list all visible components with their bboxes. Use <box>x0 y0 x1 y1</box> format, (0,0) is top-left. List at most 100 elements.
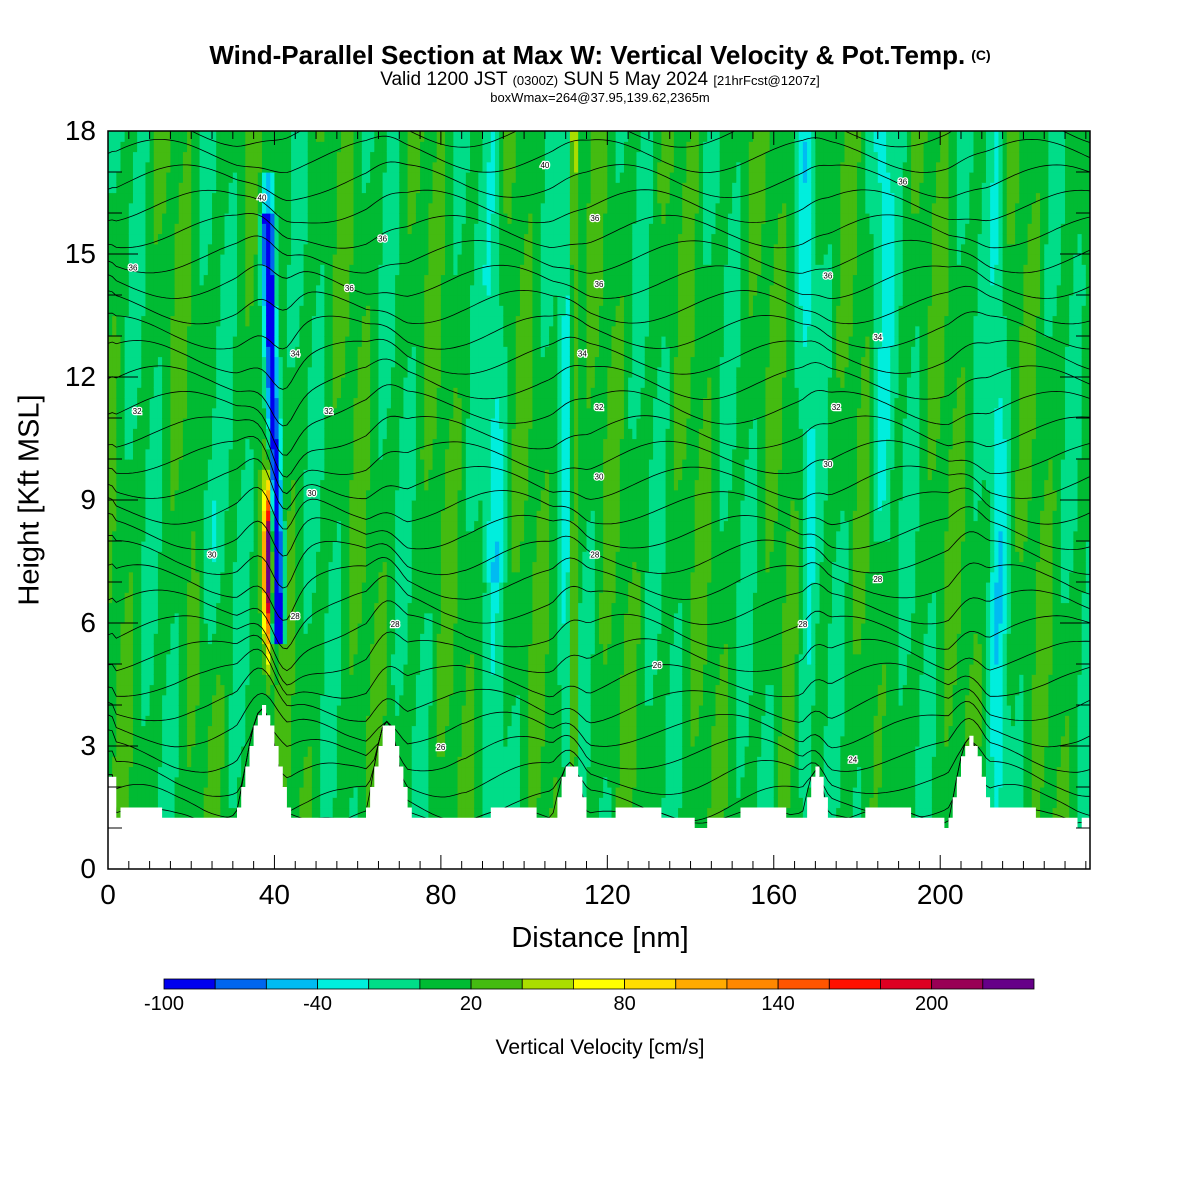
velocity-cell <box>216 469 221 481</box>
velocity-cell <box>270 541 276 552</box>
velocity-cell <box>357 182 363 194</box>
velocity-cell <box>291 254 296 265</box>
velocity-cell <box>141 377 147 388</box>
velocity-cell <box>220 756 226 768</box>
velocity-cell <box>345 797 350 809</box>
velocity-cell <box>390 582 396 593</box>
velocity-cell <box>124 705 130 716</box>
velocity-cell <box>120 213 126 224</box>
velocity-cell <box>212 407 217 419</box>
velocity-cell <box>249 571 255 583</box>
velocity-cell <box>253 459 259 470</box>
velocity-cell <box>220 664 226 675</box>
velocity-cell <box>220 397 226 409</box>
velocity-cell <box>320 674 325 686</box>
velocity-cell <box>295 213 301 224</box>
velocity-cell <box>328 715 334 727</box>
velocity-cell <box>278 756 284 768</box>
velocity-cell <box>382 274 388 286</box>
velocity-cell <box>178 336 184 347</box>
velocity-cell <box>316 243 321 255</box>
velocity-cell <box>232 592 238 604</box>
velocity-cell <box>316 766 321 778</box>
velocity-cell <box>341 500 346 511</box>
velocity-cell <box>370 336 375 347</box>
velocity-cell <box>266 202 271 214</box>
velocity-cell <box>261 418 267 429</box>
velocity-cell <box>191 254 196 265</box>
velocity-cell <box>178 684 184 696</box>
velocity-cell <box>220 274 226 286</box>
velocity-cell <box>266 643 271 655</box>
velocity-cell <box>141 735 147 747</box>
velocity-cell <box>257 489 263 501</box>
velocity-cell <box>149 797 155 809</box>
velocity-cell <box>228 438 234 450</box>
velocity-cell <box>241 407 246 419</box>
velocity-cell <box>249 520 255 532</box>
velocity-cell <box>353 725 359 737</box>
velocity-cell <box>320 756 325 768</box>
velocity-cell <box>253 510 259 522</box>
velocity-cell <box>170 356 176 368</box>
velocity-cell <box>249 213 255 224</box>
velocity-cell <box>220 213 226 224</box>
velocity-cell <box>116 459 122 470</box>
velocity-cell <box>291 633 296 645</box>
velocity-cell <box>128 284 134 296</box>
velocity-cell <box>282 776 288 788</box>
velocity-cell <box>166 715 172 727</box>
velocity-cell <box>245 356 251 368</box>
velocity-cell <box>191 633 196 645</box>
velocity-cell <box>382 377 388 388</box>
velocity-cell <box>170 315 176 327</box>
velocity-cell <box>116 182 122 194</box>
velocity-cell <box>291 141 296 153</box>
velocity-cell <box>120 438 126 450</box>
velocity-cell <box>382 213 388 224</box>
velocity-cell <box>370 448 375 460</box>
velocity-cell <box>207 172 213 183</box>
velocity-cell <box>245 305 251 317</box>
velocity-cell <box>253 346 259 358</box>
velocity-cell <box>124 633 130 645</box>
velocity-cell <box>307 141 313 153</box>
velocity-cell <box>236 223 242 235</box>
velocity-cell <box>378 459 384 470</box>
velocity-cell <box>316 725 321 737</box>
velocity-cell <box>191 705 196 716</box>
velocity-cell <box>178 694 184 706</box>
velocity-cell <box>370 582 375 593</box>
velocity-cell <box>353 151 359 163</box>
velocity-cell <box>141 438 147 450</box>
velocity-cell <box>203 346 209 358</box>
valid-prefix: Valid 1200 JST <box>380 69 508 90</box>
velocity-cell <box>232 582 238 593</box>
velocity-cell <box>212 653 217 665</box>
velocity-cell <box>216 448 221 460</box>
velocity-cell <box>307 356 313 368</box>
velocity-cell <box>112 459 117 470</box>
velocity-cell <box>216 295 221 306</box>
velocity-cell <box>341 520 346 532</box>
velocity-cell <box>220 479 226 491</box>
velocity-cell <box>320 448 325 460</box>
velocity-cell <box>270 500 276 511</box>
velocity-cell <box>120 182 126 194</box>
velocity-cell <box>328 243 334 255</box>
velocity-cell <box>199 469 205 481</box>
velocity-cell <box>120 541 126 552</box>
velocity-cell <box>316 530 321 542</box>
velocity-cell <box>374 571 380 583</box>
velocity-cell <box>390 202 396 214</box>
velocity-cell <box>349 172 355 183</box>
velocity-cell <box>199 295 205 306</box>
velocity-cell <box>249 735 255 747</box>
velocity-cell <box>378 602 384 614</box>
velocity-cell <box>324 489 330 501</box>
velocity-cell <box>311 592 317 604</box>
velocity-cell <box>153 520 159 532</box>
velocity-cell <box>203 418 209 429</box>
velocity-cell <box>212 469 217 481</box>
velocity-cell <box>170 346 176 358</box>
